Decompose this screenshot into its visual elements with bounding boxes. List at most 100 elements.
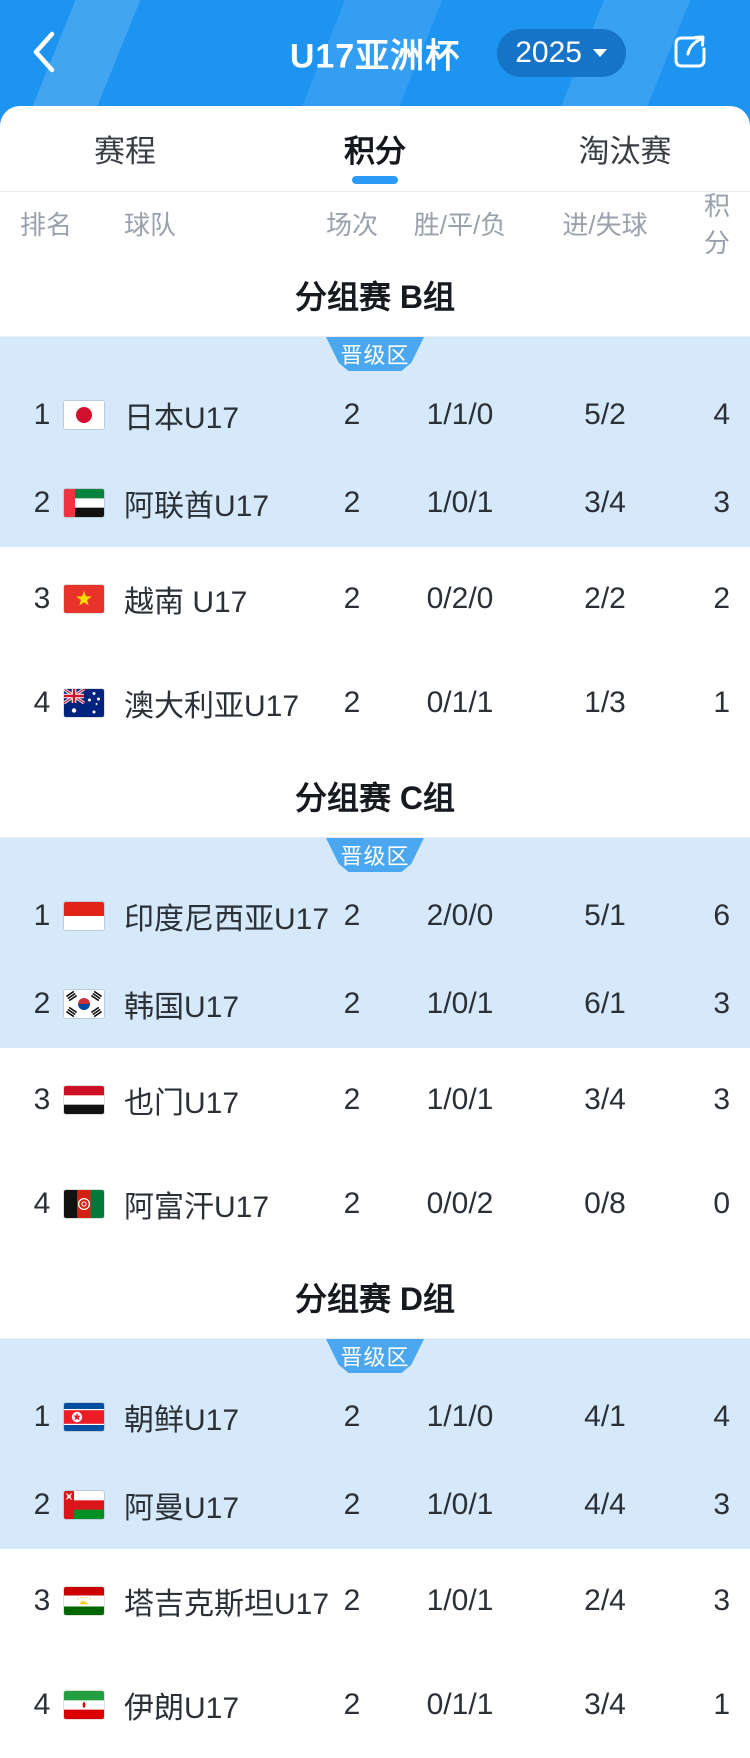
season-label: 2025 <box>515 36 582 69</box>
matches-played: 2 <box>343 1083 361 1116</box>
tab-knockout[interactable]: 淘汰赛 <box>500 106 750 191</box>
team-row[interactable]: 1 印度尼西亚U17 2 2/0/0 5/1 6 <box>0 872 750 960</box>
indonesia-flag-icon <box>64 902 124 930</box>
tab-standings[interactable]: 积分 <box>250 106 500 191</box>
team-row[interactable]: 3 越南 U17 2 0/2/0 2/2 2 <box>0 547 750 651</box>
south-korea-flag-icon <box>64 990 124 1018</box>
team-name: 阿富汗U17 <box>124 1191 270 1224</box>
goals-for-against: 6/1 <box>584 987 626 1020</box>
matches-played: 2 <box>343 987 361 1020</box>
team-row[interactable]: 2 韩国U17 2 1/0/1 6/1 3 <box>0 960 750 1048</box>
back-button[interactable] <box>22 28 66 78</box>
goals-for-against: 0/8 <box>584 1187 626 1220</box>
win-draw-loss: 1/0/1 <box>426 1083 494 1116</box>
tab-knockout-label: 淘汰赛 <box>578 134 672 169</box>
season-selector[interactable]: 2025 <box>497 29 626 77</box>
team-name: 也门U17 <box>124 1087 240 1120</box>
team-name: 塔吉克斯坦U17 <box>124 1588 330 1621</box>
group-title: 分组赛 C组 <box>294 780 455 816</box>
team-row[interactable]: 2 阿联酋U17 2 1/0/1 3/4 3 <box>0 459 750 547</box>
team-rank: 3 <box>33 1083 51 1116</box>
matches-played: 2 <box>343 486 361 519</box>
tab-bar: 赛程 积分 淘汰赛 <box>0 106 750 192</box>
matches-played: 2 <box>343 899 361 932</box>
goals-for-against: 5/1 <box>584 899 626 932</box>
matches-played: 2 <box>343 1187 361 1220</box>
group-section: 分组赛 B组 晋级区 1 日本U17 2 1/1/0 5/2 4 2 阿联酋U17 2 1/0/1 3/… <box>0 254 750 755</box>
team-row[interactable]: 4 澳大利亚U17 2 0/1/1 1/3 1 <box>0 651 750 755</box>
team-name: 印度尼西亚U17 <box>124 903 330 936</box>
points-value: 6 <box>713 899 730 932</box>
win-draw-loss: 1/0/1 <box>426 1488 494 1521</box>
table-column-header: 排名 球队 场次 胜/平/负 进/失球 积分 <box>0 191 750 258</box>
goals-for-against: 4/4 <box>584 1488 626 1521</box>
team-row[interactable]: 4 伊朗U17 2 0/1/1 3/4 1 <box>0 1653 750 1757</box>
group-section: 分组赛 C组 晋级区 1 印度尼西亚U17 2 2/0/0 5/1 6 2 韩国U17 2 1/0/1… <box>0 755 750 1256</box>
matches-played: 2 <box>343 582 361 615</box>
points-value: 3 <box>713 987 730 1020</box>
promotion-badge: 晋级区 <box>326 337 424 371</box>
goals-for-against: 1/3 <box>584 686 626 719</box>
group-section: 分组赛 D组 晋级区 1 朝鲜U17 2 1/1/0 4/1 4 2 阿曼U17 2 1/0/1 4/4… <box>0 1256 750 1757</box>
active-tab-indicator <box>352 176 398 184</box>
page-title: U17亚洲杯 <box>289 37 461 76</box>
iran-flag-icon <box>64 1691 124 1719</box>
win-draw-loss: 1/0/1 <box>426 987 494 1020</box>
matches-played: 2 <box>343 1400 361 1433</box>
win-draw-loss: 0/2/0 <box>426 582 494 615</box>
goals-for-against: 5/2 <box>584 398 626 431</box>
tajikistan-flag-icon <box>64 1587 124 1615</box>
team-row[interactable]: 4 阿富汗U17 2 0/0/2 0/8 0 <box>0 1152 750 1256</box>
goals-for-against: 2/2 <box>584 582 626 615</box>
team-row[interactable]: 3 也门U17 2 1/0/1 3/4 3 <box>0 1048 750 1152</box>
vietnam-flag-icon <box>64 585 124 613</box>
app-header: U17亚洲杯 2025 <box>0 0 750 106</box>
north-korea-flag-icon <box>64 1403 124 1431</box>
matches-played: 2 <box>343 1688 361 1721</box>
win-draw-loss: 0/1/1 <box>426 1688 494 1721</box>
promotion-badge: 晋级区 <box>326 838 424 872</box>
team-rank: 1 <box>33 398 51 431</box>
standings-groups: 分组赛 B组 晋级区 1 日本U17 2 1/1/0 5/2 4 2 阿联酋U17 2 1/0/1 3/… <box>0 254 750 1757</box>
team-row[interactable]: 1 朝鲜U17 2 1/1/0 4/1 4 <box>0 1373 750 1461</box>
team-row[interactable]: 2 阿曼U17 2 1/0/1 4/4 3 <box>0 1461 750 1549</box>
australia-flag-icon <box>64 689 124 717</box>
points-value: 3 <box>713 1488 730 1521</box>
matches-played: 2 <box>343 1488 361 1521</box>
team-name: 朝鲜U17 <box>124 1404 240 1437</box>
points-value: 1 <box>713 686 730 719</box>
col-team-label: 球队 <box>124 209 177 240</box>
tab-schedule-label: 赛程 <box>94 134 156 169</box>
points-value: 0 <box>713 1187 730 1220</box>
matches-played: 2 <box>343 398 361 431</box>
afghanistan-flag-icon <box>64 1190 124 1218</box>
team-rank: 2 <box>33 1488 51 1521</box>
col-points-label: 积分 <box>703 191 730 258</box>
points-value: 4 <box>713 1400 730 1433</box>
points-value: 3 <box>713 1584 730 1617</box>
win-draw-loss: 2/0/0 <box>426 899 494 932</box>
team-row[interactable]: 1 日本U17 2 1/1/0 5/2 4 <box>0 371 750 459</box>
tab-standings-label: 积分 <box>344 134 406 169</box>
win-draw-loss: 1/1/0 <box>426 398 494 431</box>
group-title: 分组赛 D组 <box>294 1281 455 1317</box>
japan-flag-icon <box>64 401 124 429</box>
tab-schedule[interactable]: 赛程 <box>0 106 250 191</box>
col-goals-label: 进/失球 <box>562 209 648 240</box>
share-icon <box>674 35 706 67</box>
promotion-zone: 晋级区 1 日本U17 2 1/1/0 5/2 4 2 阿联酋U17 2 1/0/1 3/4 3 <box>0 336 750 547</box>
goals-for-against: 3/4 <box>584 1083 626 1116</box>
team-rank: 1 <box>33 899 51 932</box>
team-rank: 4 <box>33 686 51 719</box>
team-name: 日本U17 <box>124 402 240 435</box>
share-button[interactable] <box>668 31 716 75</box>
team-row[interactable]: 3 塔吉克斯坦U17 2 1/0/1 2/4 3 <box>0 1549 750 1653</box>
goals-for-against: 4/1 <box>584 1400 626 1433</box>
back-chevron-icon <box>33 31 55 72</box>
points-value: 3 <box>713 1083 730 1116</box>
team-name: 阿联酋U17 <box>124 490 270 523</box>
group-title: 分组赛 B组 <box>294 279 455 315</box>
col-played-label: 场次 <box>325 209 378 240</box>
team-rank: 4 <box>33 1688 51 1721</box>
